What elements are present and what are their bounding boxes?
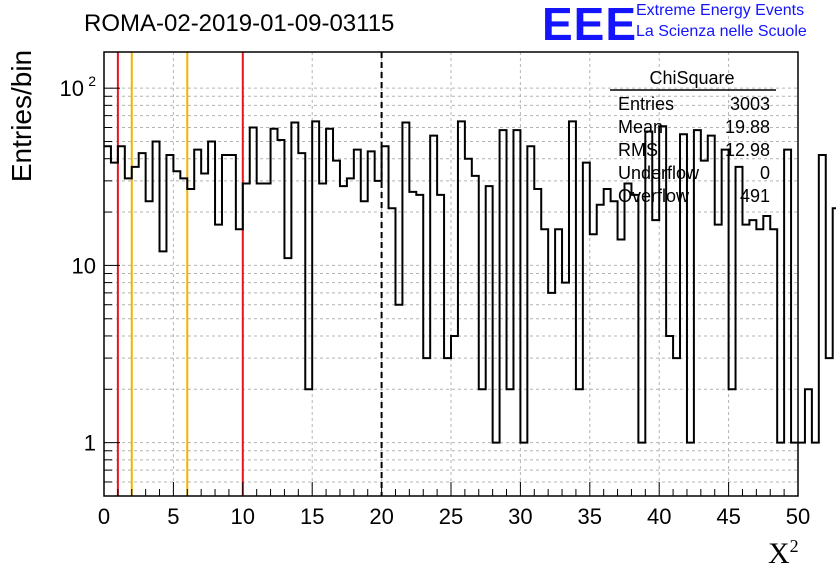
x-tick-label: 40 [647,504,671,529]
x-tick-label: 0 [98,504,110,529]
y-axis-label: Entries/bin [6,49,37,183]
x-tick-label: 45 [716,504,740,529]
y-tick-label: 10 [72,253,96,278]
eee-logo: EEE [542,0,638,50]
histogram-series [104,120,836,444]
stats-label: Mean [618,117,663,137]
stats-box: ChiSquare Entries 3003 Mean 19.88 RMS 12.98 Und… [610,68,776,206]
x-tick-label: 15 [300,504,324,529]
x-tick-label: 10 [231,504,255,529]
x-tick-label: 50 [786,504,810,529]
marker-lines [116,52,383,496]
stats-label: Entries [618,94,674,114]
x-axis-ticks: 0 5 10 15 20 25 30 35 40 45 50 [98,482,810,529]
stats-value: 3003 [730,94,770,114]
stats-label: Overflow [618,186,690,206]
logo-line-2: La Scienza nelle Scuole [636,23,807,40]
x-tick-label: 20 [369,504,393,529]
stats-value: 19.88 [725,117,770,137]
stats-value: 491 [740,186,770,206]
plot-title: ROMA-02-2019-01-09-03115 [84,10,395,37]
stats-label: Underflow [618,163,700,183]
stats-value: 0 [760,163,770,183]
x-tick-label: 30 [508,504,532,529]
stats-value: 12.98 [725,140,770,160]
logo-line-1: Extreme Energy Events [636,2,805,19]
x-axis-label: X2 [768,536,799,570]
y-tick-label: 1 [84,431,96,456]
stats-label: RMS [618,140,658,160]
x-tick-label: 35 [578,504,602,529]
y-tick-label: 10 [60,76,84,101]
x-tick-label: 5 [167,504,179,529]
grid-lines [104,52,798,496]
x-tick-label: 25 [439,504,463,529]
stats-title: ChiSquare [649,68,734,88]
y-tick-exponent: 2 [88,73,96,89]
